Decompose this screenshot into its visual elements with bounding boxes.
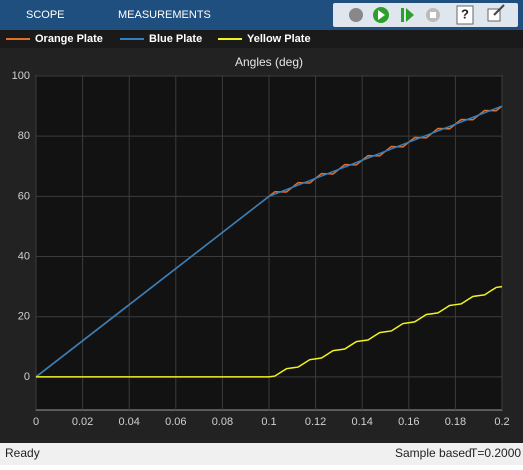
icon — [378, 10, 385, 20]
icon — [349, 8, 363, 22]
tab[interactable]: SCOPE — [26, 9, 65, 21]
series-line — [36, 285, 503, 378]
x-tick-label: 0.18 — [445, 416, 466, 428]
y-tick-label: 0 — [24, 371, 30, 383]
icon — [430, 12, 436, 18]
y-tick-label: 40 — [18, 250, 30, 262]
x-tick-label: 0.08 — [212, 416, 233, 428]
legend-bar — [0, 30, 523, 48]
toolbar-button[interactable] — [426, 8, 440, 22]
x-tick-label: 0 — [33, 416, 39, 428]
x-tick-label: 0.12 — [305, 416, 326, 428]
x-tick-label: 0.02 — [72, 416, 93, 428]
toolbar-button[interactable] — [487, 4, 505, 22]
help-icon: ? — [461, 6, 469, 21]
icon — [456, 5, 474, 25]
y-tick-label: 80 — [18, 130, 30, 142]
series-line — [35, 105, 503, 378]
x-tick-label: 0.04 — [118, 416, 139, 428]
toolbar-button[interactable] — [349, 8, 363, 22]
y-tick-label: 60 — [18, 190, 30, 202]
toolbar-button[interactable]: ? — [456, 5, 474, 25]
legend-label: Yellow Plate — [247, 33, 311, 45]
x-tick-label: 0.14 — [351, 416, 372, 428]
status-text: T=0.2000 — [470, 446, 521, 460]
chart-title: Angles (deg) — [235, 55, 303, 69]
toolbar-button[interactable] — [401, 8, 414, 22]
toolbar-button[interactable] — [373, 7, 389, 23]
x-tick-label: 0.16 — [398, 416, 419, 428]
tab[interactable]: MEASUREMENTS — [118, 9, 211, 21]
x-tick-label: 0.06 — [165, 416, 186, 428]
series-line — [35, 105, 503, 378]
x-tick-label: 0.2 — [494, 416, 509, 428]
y-tick-label: 20 — [18, 311, 30, 323]
y-tick-label: 100 — [12, 70, 30, 82]
icon — [493, 4, 505, 16]
legend-label: Blue Plate — [149, 33, 202, 45]
icon — [406, 8, 414, 22]
status-text: Sample based — [395, 446, 472, 460]
icon — [401, 8, 404, 22]
x-tick-label: 0.1 — [261, 416, 276, 428]
legend-label: Orange Plate — [35, 33, 103, 45]
status-bar — [0, 443, 523, 465]
status-text: Ready — [5, 446, 40, 460]
